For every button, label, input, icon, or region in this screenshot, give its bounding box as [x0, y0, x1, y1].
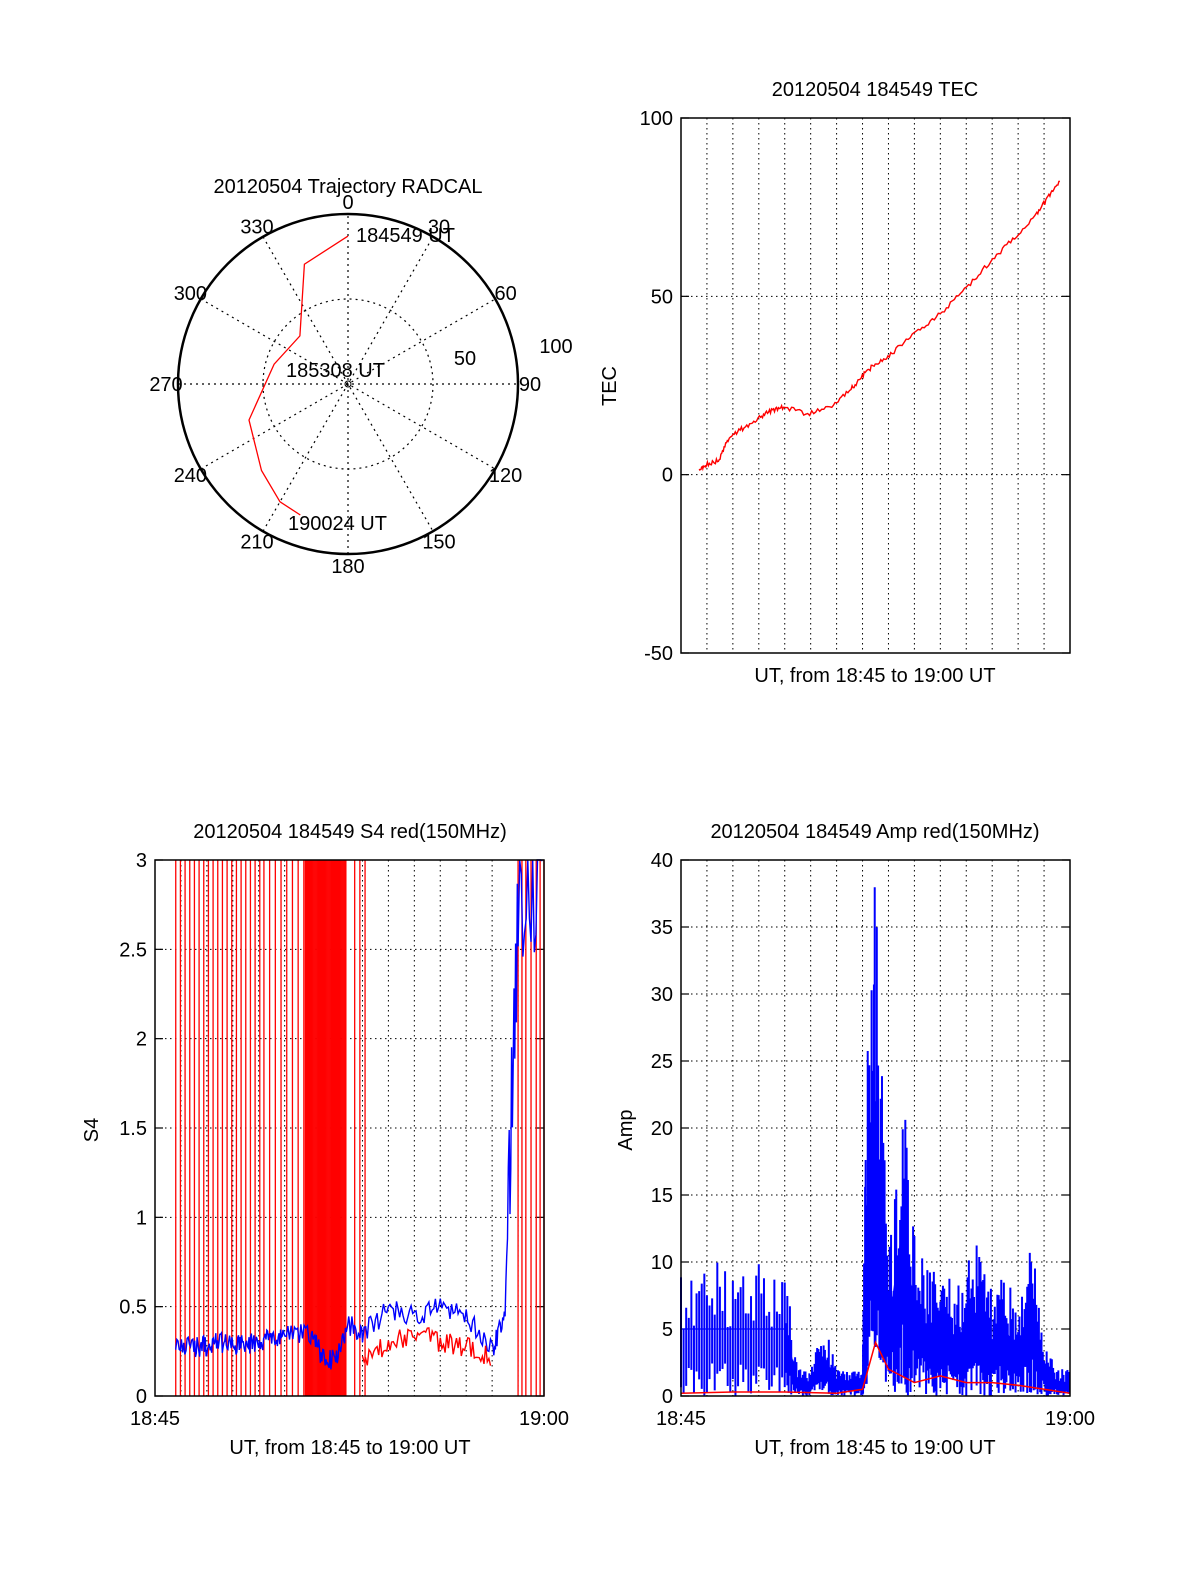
amp-xlabel: UT, from 18:45 to 19:00 UT [754, 1437, 995, 1459]
s4-blue-series [176, 860, 543, 1369]
polar-angle-label-210: 210 [240, 532, 273, 554]
polar-grid [178, 214, 518, 554]
trajectory-start-label: 184549 UT [356, 225, 455, 247]
tec-series-line [699, 181, 1060, 470]
amp-y-tick-labels: 0 5 10 15 20 25 30 35 40 [651, 850, 673, 1408]
trajectory-mid-label: 185308 UT [286, 360, 385, 382]
amp-ytick-label-15: 15 [651, 1185, 673, 1207]
s4-ytick-label-2.5: 2.5 [119, 939, 147, 961]
tec-ytick-label-0: 0 [662, 465, 673, 487]
polar-angle-label-90: 90 [519, 374, 541, 396]
tec-y-tick-labels: -50 0 50 100 [640, 108, 673, 665]
amp-xtick-end: 19:00 [1045, 1408, 1095, 1430]
s4-red-series [363, 1328, 491, 1366]
tec-ytick-label-100: 100 [640, 108, 673, 130]
tec-plot-frame [681, 118, 1070, 653]
s4-title: 20120504 184549 S4 red(150MHz) [193, 821, 507, 843]
tec-grid [681, 118, 1070, 653]
s4-ytick-label-3: 3 [136, 850, 147, 872]
trajectory-end-label: 190024 UT [288, 513, 387, 535]
polar-angle-label-0: 0 [342, 192, 353, 214]
polar-angle-label-270: 270 [149, 374, 182, 396]
polar-angle-label-180: 180 [331, 556, 364, 578]
amp-ytick-label-0: 0 [662, 1386, 673, 1408]
amp-ytick-label-20: 20 [651, 1118, 673, 1140]
s4-xtick-start: 18:45 [130, 1408, 180, 1430]
s4-ytick-label-1: 1 [136, 1207, 147, 1229]
amp-ytick-label-5: 5 [662, 1319, 673, 1341]
amp-xtick-start: 18:45 [656, 1408, 706, 1430]
amp-ytick-label-30: 30 [651, 984, 673, 1006]
amp-title: 20120504 184549 Amp red(150MHz) [710, 821, 1039, 843]
polar-angle-label-240: 240 [174, 465, 207, 487]
s4-ytick-label-0: 0 [136, 1386, 147, 1408]
tec-chart: 20120504 184549 TEC -50 0 50 100 TEC UT, fr… [599, 79, 1070, 687]
tec-ylabel: TEC [599, 366, 621, 406]
s4-chart: 20120504 184549 S4 red(150MHz) 0 0.5 1 1.5 2… [81, 821, 569, 1459]
amp-ytick-label-40: 40 [651, 850, 673, 872]
polar-angle-label-60: 60 [494, 283, 516, 305]
s4-xtick-end: 19:00 [519, 1408, 569, 1430]
tec-ytick-label--50: -50 [644, 643, 673, 665]
amp-ytick-label-25: 25 [651, 1051, 673, 1073]
polar-angle-label-300: 300 [174, 283, 207, 305]
polar-chart: 20120504 Trajectory RADCAL 0306090120150… [149, 176, 572, 578]
polar-angle-label-330: 330 [240, 216, 273, 238]
amp-ytick-label-35: 35 [651, 917, 673, 939]
amp-blue-noise [681, 887, 1069, 1396]
s4-xlabel: UT, from 18:45 to 19:00 UT [229, 1437, 470, 1459]
amp-ylabel: Amp [615, 1109, 637, 1150]
tec-title: 20120504 184549 TEC [772, 79, 978, 101]
tec-ytick-label-50: 50 [651, 286, 673, 308]
amp-ytick-label-10: 10 [651, 1252, 673, 1274]
s4-ytick-label-1.5: 1.5 [119, 1118, 147, 1140]
s4-ylabel: S4 [81, 1118, 103, 1142]
polar-angle-label-120: 120 [489, 465, 522, 487]
polar-radius-label-50: 50 [454, 348, 476, 370]
tec-xlabel: UT, from 18:45 to 19:00 UT [754, 665, 995, 687]
amp-chart: 20120504 184549 Amp red(150MHz) 0 5 10 15 20… [615, 821, 1095, 1459]
s4-ytick-label-0.5: 0.5 [119, 1297, 147, 1319]
s4-ytick-label-2: 2 [136, 1029, 147, 1051]
polar-angle-label-150: 150 [422, 532, 455, 554]
s4-y-tick-labels: 0 0.5 1 1.5 2 2.5 3 [119, 850, 147, 1408]
polar-radius-label-100: 100 [539, 336, 572, 358]
